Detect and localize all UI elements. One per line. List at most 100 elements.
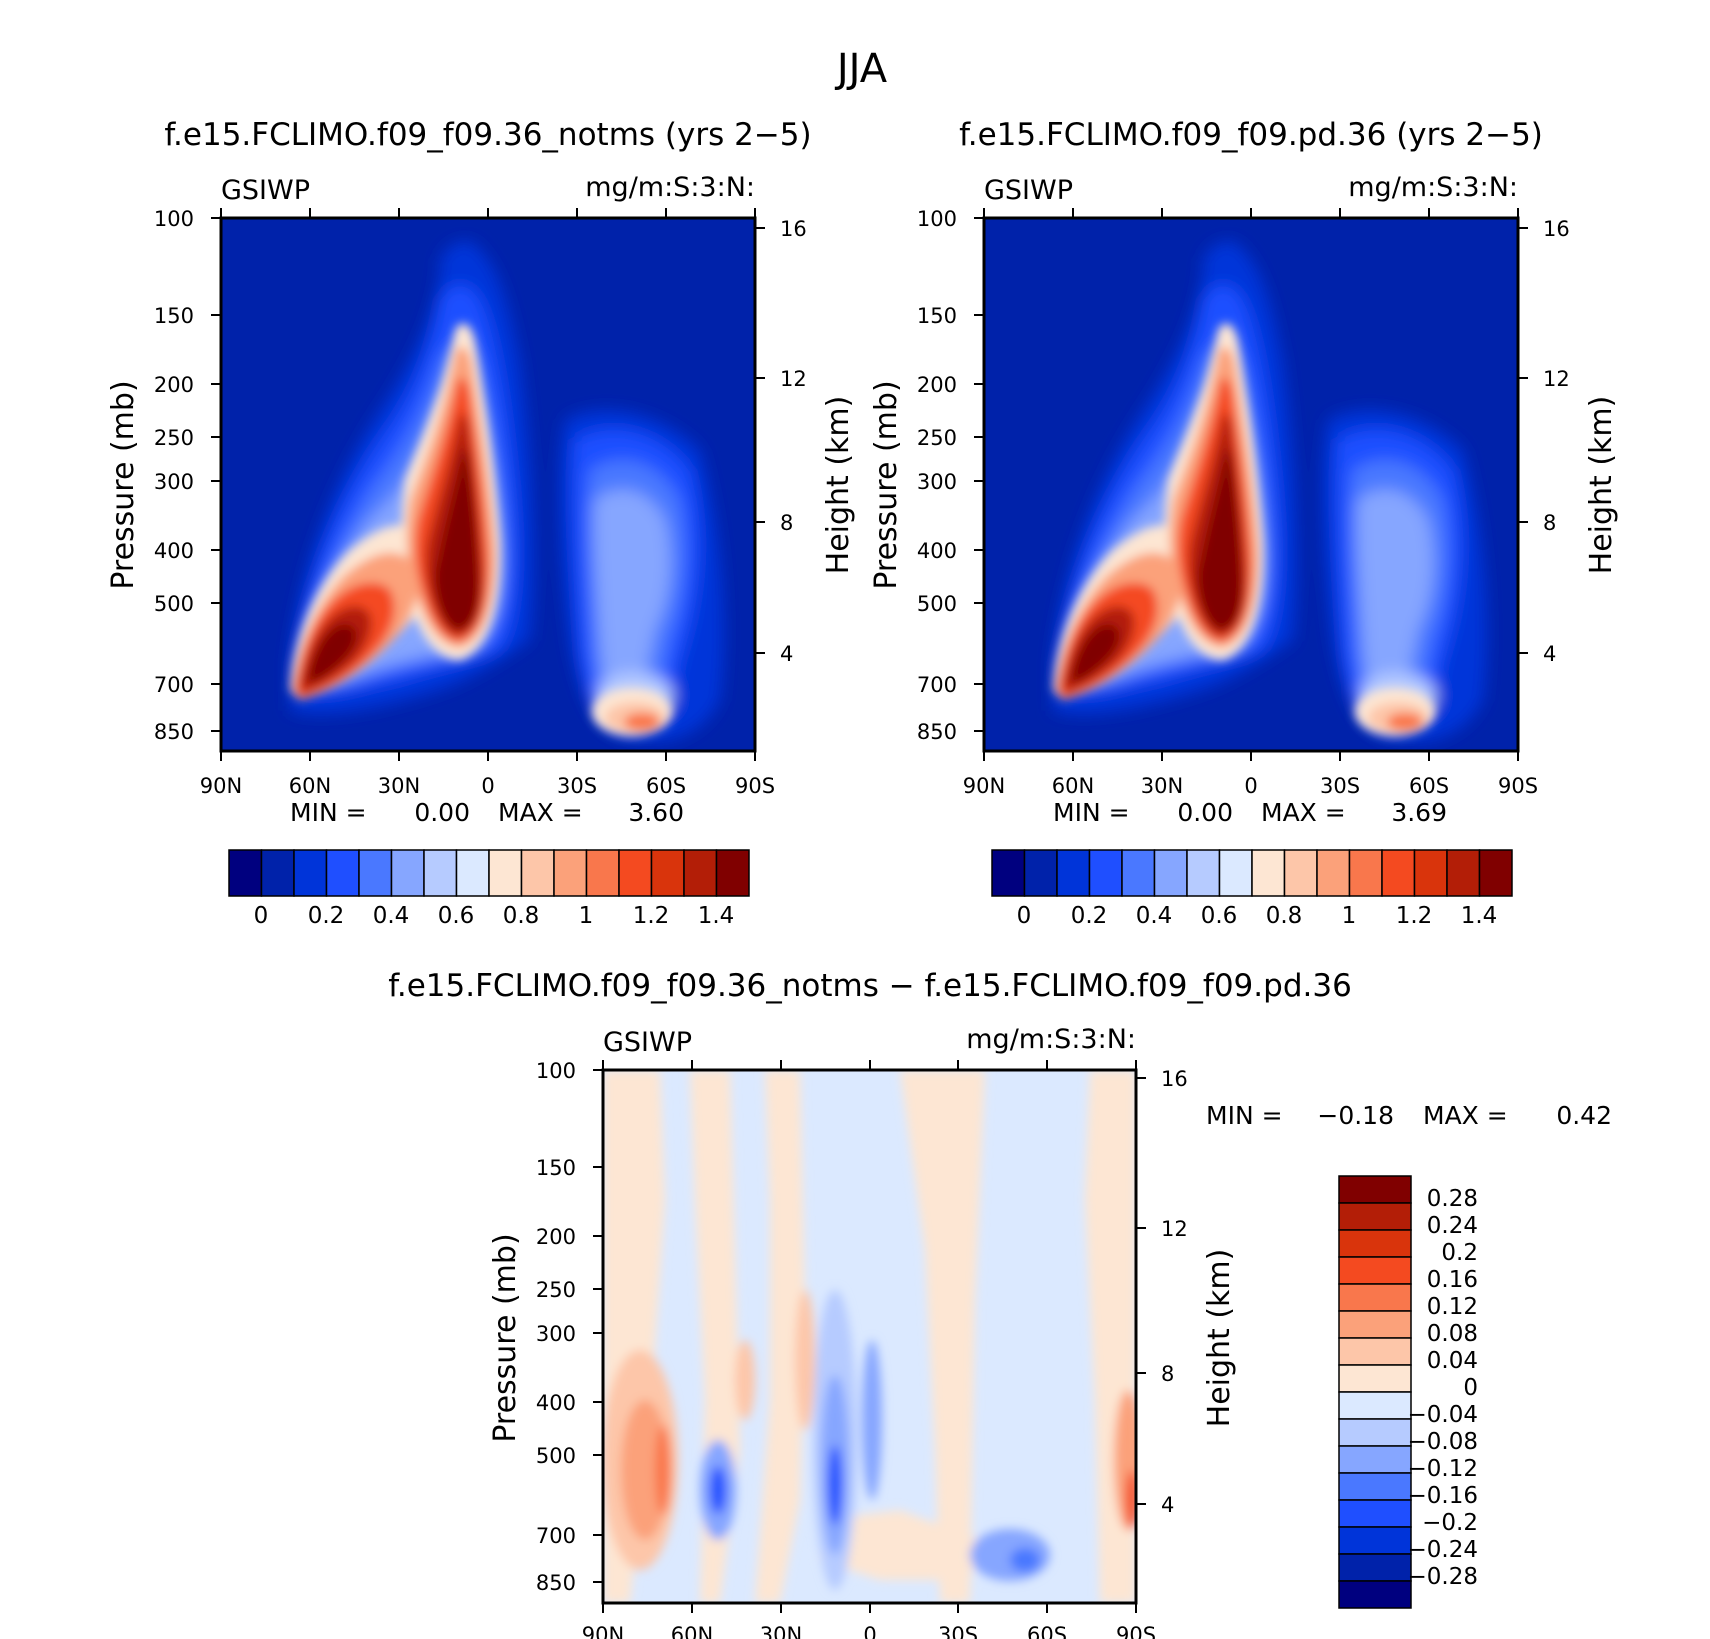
field-map (221, 218, 755, 751)
colorbar-swatch (618, 849, 653, 897)
colorbar-swatches (1338, 1175, 1412, 1609)
colorbar-swatch (1338, 1283, 1412, 1312)
colorbar-swatch (1283, 849, 1318, 897)
panel-difference: f.e15.FCLIMO.f09_f09.36_notms − f.e15.FC… (388, 968, 1612, 1639)
contour-level-14 (1071, 624, 1119, 682)
y2-tick-label: 4 (1161, 1493, 1174, 1517)
colorbar-swatch (1338, 1472, 1412, 1501)
x-tick-label: 90N (963, 774, 1005, 798)
min-label: MIN = (290, 798, 367, 827)
positive-anomaly (735, 1340, 755, 1420)
x-tick-label: 0 (863, 1623, 876, 1639)
y2-tick-label: 12 (1543, 367, 1570, 391)
min-label: MIN = (1053, 798, 1130, 827)
x-tick-labels: 90N 60N 30N 0 30S 60S 90S (963, 774, 1538, 798)
colorbar-swatch (1381, 849, 1416, 897)
colorbar-swatch (1478, 849, 1513, 897)
colorbar-labels: 0 0.2 0.4 0.6 0.8 1 1.2 1.4 (1017, 903, 1498, 929)
colorbar-label: −0.28 (1408, 1564, 1478, 1590)
y-tick-label: 850 (536, 1571, 576, 1595)
min-value: 0.00 (414, 798, 470, 827)
y-tick-label: 400 (154, 539, 194, 563)
colorbar-swatch (1023, 849, 1058, 897)
panel-pd: f.e15.FCLIMO.f09_f09.pd.36 (yrs 2−5) GSI… (869, 117, 1619, 929)
contour-level-4b (594, 489, 671, 715)
x-tick-label: 30N (760, 1623, 802, 1639)
contour-level-14 (308, 624, 356, 682)
colorbar-label: −0.04 (1408, 1402, 1478, 1428)
variable-label: GSIWP (221, 175, 310, 206)
colorbar-swatch (1186, 849, 1221, 897)
colorbar-label: 0.04 (1427, 1348, 1478, 1374)
colorbar-swatch (1413, 849, 1448, 897)
colorbar-swatch (488, 849, 523, 897)
colorbar-swatch (1338, 1526, 1412, 1555)
colorbar-swatch (650, 849, 685, 897)
colorbar-swatch (1348, 849, 1383, 897)
max-label: MAX = (1261, 798, 1346, 827)
colorbar-swatches (991, 849, 1513, 897)
positive-band (820, 1510, 980, 1580)
contour-level-14t (1198, 449, 1242, 630)
min-label: MIN = (1206, 1101, 1283, 1130)
colorbar-swatch (1446, 849, 1481, 897)
colorbar-label: 1.4 (1461, 903, 1498, 929)
x-tick-label: 60N (289, 774, 331, 798)
min-value: 0.00 (1177, 798, 1233, 827)
colorbar-label: 0 (1463, 1375, 1478, 1401)
colorbar-labels: 0.28 0.24 0.2 0.16 0.12 0.08 0.04 0 −0.0… (1408, 1186, 1478, 1590)
negative-anomaly (1010, 1548, 1040, 1572)
colorbar-swatch (1338, 1229, 1412, 1258)
colorbar-swatch (1218, 849, 1253, 897)
x-tick-label: 30S (1320, 774, 1360, 798)
x-tick-label: 30S (938, 1623, 978, 1639)
contour-level-4b (1357, 489, 1434, 715)
colorbar-swatch (1056, 849, 1091, 897)
y2-tick-label: 12 (1161, 1217, 1188, 1241)
y2-axis-label: Height (km) (1202, 1249, 1237, 1428)
colorbar-swatch (423, 849, 458, 897)
max-label: MAX = (498, 798, 583, 827)
colorbar-swatch (1338, 1256, 1412, 1285)
colorbar-swatch (455, 849, 490, 897)
colorbar-swatch (1338, 1202, 1412, 1231)
colorbar-label: 0.6 (1201, 903, 1238, 929)
y-tick-label: 150 (154, 304, 194, 328)
colorbar-label: 0.28 (1427, 1186, 1478, 1212)
colorbar-label: 0.12 (1427, 1294, 1478, 1320)
positive-anomaly (795, 1290, 815, 1430)
colorbar-label: 0.2 (1441, 1240, 1478, 1266)
y2-tick-labels: 16 12 8 4 (1543, 217, 1570, 666)
y2-tick-label: 8 (780, 511, 793, 535)
y2-axis-label: Height (km) (821, 396, 856, 575)
colorbar-label: 1.4 (698, 903, 735, 929)
colorbar-swatch (1338, 1337, 1412, 1366)
y-tick-labels: 100 150 200 250 300 400 500 700 850 (154, 207, 194, 744)
y-tick-label: 300 (536, 1322, 576, 1346)
y-tick-label: 150 (917, 304, 957, 328)
colorbar-label: 0.2 (308, 903, 345, 929)
y-tick-label: 850 (917, 720, 957, 744)
x-tick-label: 90S (735, 774, 775, 798)
x-tick-label: 0 (1244, 774, 1257, 798)
colorbar-swatch (1338, 1580, 1412, 1609)
x-tick-label: 60S (1027, 1623, 1067, 1639)
y-tick-labels: 100 150 200 250 300 400 500 700 850 (917, 207, 957, 744)
y-tick-label: 700 (154, 673, 194, 697)
colorbar-label: 1 (1342, 903, 1357, 929)
colorbar-swatch (520, 849, 555, 897)
ticks (211, 208, 765, 761)
units-label: mg/m:S:3:N: (585, 172, 755, 203)
colorbar-swatch (715, 849, 750, 897)
colorbar-label: 1.2 (1396, 903, 1433, 929)
y-tick-label: 300 (154, 470, 194, 494)
positive-band (755, 1070, 805, 1603)
colorbar-swatch (1338, 1445, 1412, 1474)
colorbar: 0 0.2 0.4 0.6 0.8 1 1.2 1.4 (991, 849, 1513, 929)
y-tick-label: 100 (536, 1059, 576, 1083)
y-tick-label: 250 (154, 426, 194, 450)
x-tick-label: 90S (1116, 1623, 1156, 1639)
colorbar-swatch (325, 849, 360, 897)
colorbar-label: −0.12 (1408, 1456, 1478, 1482)
